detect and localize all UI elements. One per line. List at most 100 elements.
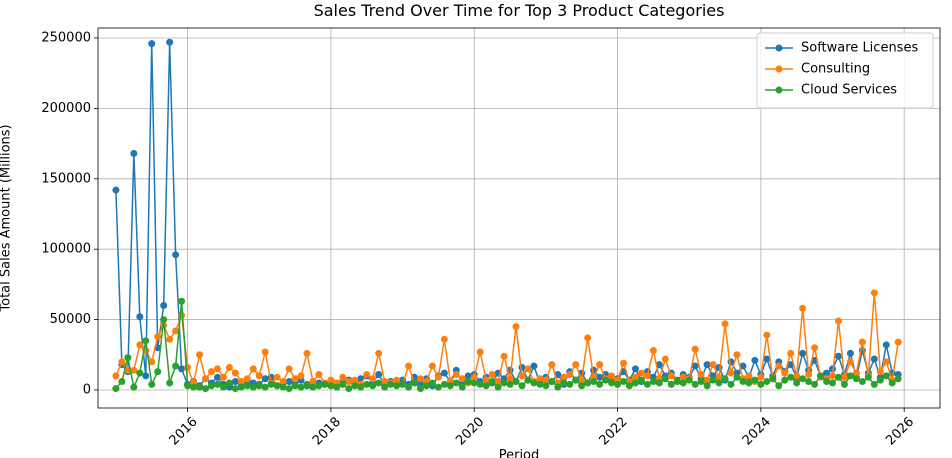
point bbox=[590, 378, 598, 386]
point bbox=[679, 373, 687, 381]
point bbox=[291, 375, 299, 383]
point bbox=[667, 380, 675, 388]
point bbox=[727, 369, 735, 377]
point bbox=[655, 379, 663, 387]
point bbox=[261, 375, 269, 383]
point bbox=[339, 380, 347, 388]
point bbox=[184, 363, 192, 371]
point bbox=[727, 380, 735, 388]
point bbox=[715, 373, 723, 381]
point bbox=[470, 379, 478, 387]
point bbox=[745, 372, 753, 380]
point bbox=[530, 379, 538, 387]
point bbox=[882, 358, 890, 366]
point bbox=[118, 358, 126, 366]
point bbox=[422, 382, 430, 390]
series bbox=[112, 289, 902, 388]
point bbox=[363, 380, 371, 388]
point bbox=[285, 385, 293, 393]
point bbox=[381, 378, 389, 386]
point bbox=[225, 363, 233, 371]
y-tick-label: 0 bbox=[83, 382, 91, 397]
point bbox=[763, 378, 771, 386]
point bbox=[369, 375, 377, 383]
point bbox=[829, 379, 837, 387]
point bbox=[345, 385, 353, 393]
point bbox=[584, 334, 592, 342]
point bbox=[363, 370, 371, 378]
point bbox=[631, 365, 639, 373]
point bbox=[148, 358, 156, 366]
point bbox=[524, 365, 532, 373]
point bbox=[649, 378, 657, 386]
point bbox=[614, 380, 622, 388]
point bbox=[811, 344, 819, 352]
point bbox=[548, 361, 556, 369]
point bbox=[405, 383, 413, 391]
point bbox=[512, 378, 520, 386]
point bbox=[452, 370, 460, 378]
point bbox=[799, 304, 807, 312]
point bbox=[428, 362, 436, 370]
point bbox=[488, 370, 496, 378]
point bbox=[840, 373, 848, 381]
point bbox=[458, 375, 466, 383]
point bbox=[339, 373, 347, 381]
point bbox=[715, 363, 723, 371]
point bbox=[596, 373, 604, 381]
series bbox=[112, 297, 902, 393]
plot-frame bbox=[97, 27, 941, 409]
point bbox=[679, 379, 687, 387]
point bbox=[620, 359, 628, 367]
point bbox=[697, 378, 705, 386]
point bbox=[446, 382, 454, 390]
point bbox=[500, 352, 508, 360]
y-tick-label: 50000 bbox=[50, 312, 91, 327]
point bbox=[823, 369, 831, 377]
point bbox=[309, 383, 317, 391]
point bbox=[112, 372, 120, 380]
point bbox=[506, 375, 514, 383]
point bbox=[703, 376, 711, 384]
point bbox=[405, 362, 413, 370]
point bbox=[536, 375, 544, 383]
point bbox=[303, 349, 311, 357]
point bbox=[709, 361, 717, 369]
point bbox=[285, 378, 293, 386]
point bbox=[184, 382, 192, 390]
point bbox=[327, 382, 335, 390]
point bbox=[243, 375, 251, 383]
point bbox=[554, 383, 562, 391]
point bbox=[840, 380, 848, 388]
point bbox=[393, 382, 401, 390]
point bbox=[237, 383, 245, 391]
point bbox=[536, 380, 544, 388]
point bbox=[846, 349, 854, 357]
point bbox=[136, 313, 144, 321]
point bbox=[381, 383, 389, 391]
point bbox=[196, 383, 204, 391]
point bbox=[375, 379, 383, 387]
point bbox=[631, 379, 639, 387]
point bbox=[566, 370, 574, 378]
point bbox=[482, 382, 490, 390]
point bbox=[542, 376, 550, 384]
y-tick-label: 150000 bbox=[41, 171, 91, 186]
point bbox=[560, 379, 568, 387]
point bbox=[434, 383, 442, 391]
point bbox=[667, 372, 675, 380]
point bbox=[823, 378, 831, 386]
legend-marker bbox=[775, 65, 783, 73]
point bbox=[464, 378, 472, 386]
point bbox=[829, 365, 837, 373]
point bbox=[793, 379, 801, 387]
point bbox=[769, 375, 777, 383]
point bbox=[596, 380, 604, 388]
point bbox=[118, 378, 126, 386]
point bbox=[703, 361, 711, 369]
point bbox=[416, 385, 424, 393]
x-tick-label: 2020 bbox=[453, 414, 487, 448]
legend-label: Cloud Services bbox=[801, 83, 897, 98]
point bbox=[655, 361, 663, 369]
point bbox=[506, 380, 514, 388]
